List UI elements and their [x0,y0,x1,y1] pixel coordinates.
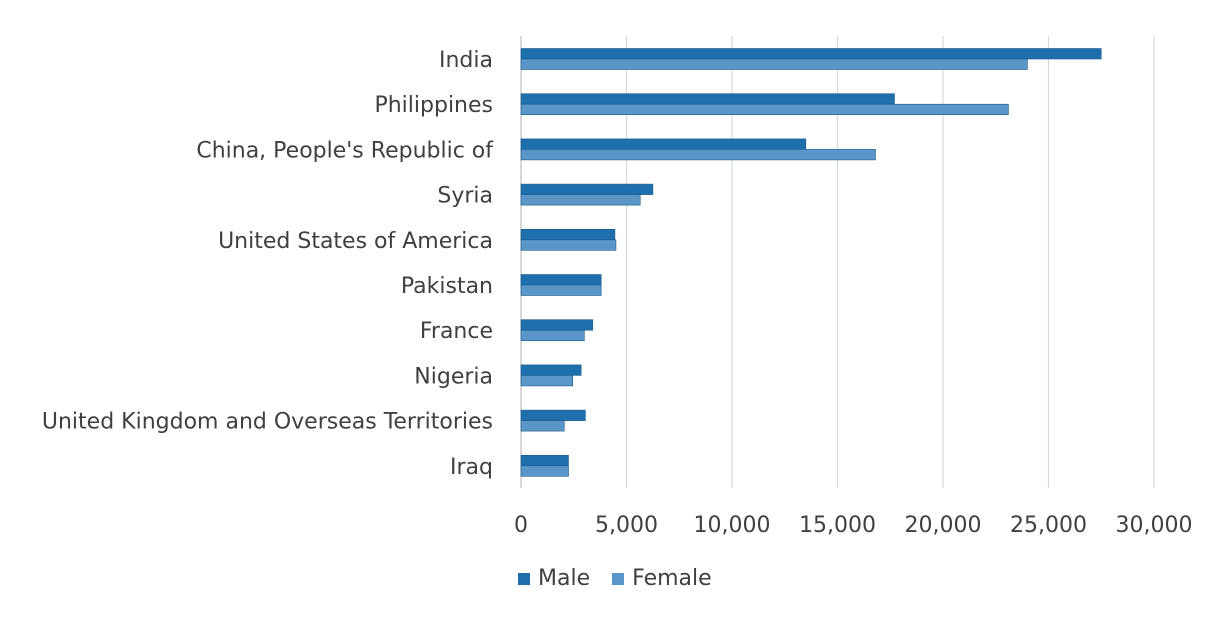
bar-male [520,48,1102,60]
legend-swatch-female [612,572,625,585]
bar-female [520,58,1028,70]
category-label: China, People's Republic of [196,138,494,163]
category-labels: India Philippines China, People's Republic… [42,48,494,480]
bar-male [520,138,807,150]
category-label: United Kingdom and Overseas Territories [42,410,493,435]
category-label: France [420,319,493,344]
bar-female [520,284,602,296]
x-tick-label: 10,000 [694,513,771,538]
bar-female [520,194,641,206]
bar-female [520,329,585,342]
category-label: Nigeria [414,364,493,389]
bar-female [520,420,565,432]
legend-label-female: Female [632,566,712,591]
bar-male [520,409,586,421]
legend: Male Female [518,566,734,591]
bars [520,48,1102,477]
category-label: Syria [437,184,493,209]
legend-swatch-male [518,572,530,585]
bar-female [520,375,573,387]
bar-male [520,183,654,195]
bar-male [520,454,569,467]
x-axis-ticks: 0 5,000 10,000 15,000 20,000 25,000 30,000 [514,513,1192,538]
bar-female [520,465,569,477]
x-tick-label: 25,000 [1010,513,1087,538]
legend-item-female: Female [612,566,712,591]
bar-female [520,239,617,251]
bar-male [520,364,582,376]
category-label: Iraq [450,455,493,480]
category-label: Pakistan [401,274,493,299]
bar-male [520,319,594,331]
category-label: Philippines [374,93,493,118]
bar-male [520,274,602,286]
category-label: India [439,48,493,73]
x-tick-label: 5,000 [595,513,658,538]
bar-male [520,93,895,105]
x-tick-label: 0 [514,513,528,538]
bar-female [520,103,1009,115]
x-tick-label: 30,000 [1116,513,1193,538]
x-tick-label: 15,000 [799,513,876,538]
bar-female [520,149,876,161]
legend-item-male: Male [518,566,590,591]
legend-label-male: Male [538,566,591,591]
category-label: United States of America [218,229,493,254]
x-tick-label: 20,000 [905,513,982,538]
bar-male [520,229,616,241]
